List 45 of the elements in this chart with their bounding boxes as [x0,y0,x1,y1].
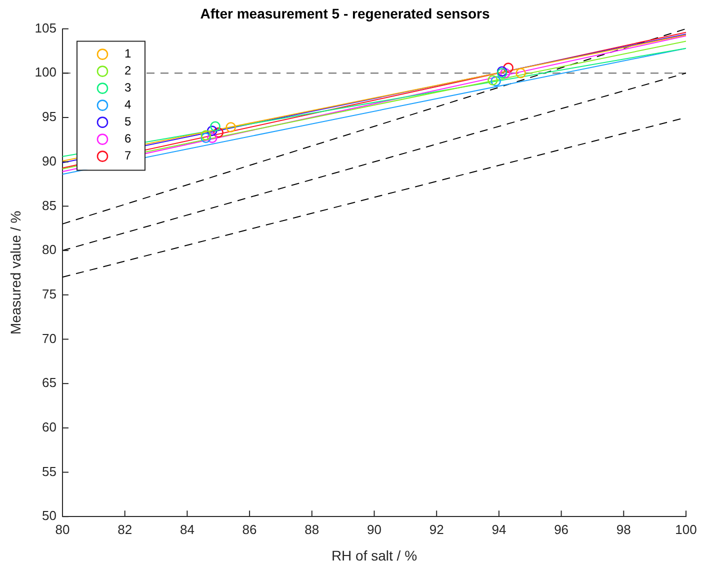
y-tick-label: 105 [34,20,56,36]
point [213,127,224,138]
legend-label: 4 [124,98,132,112]
point [206,126,218,136]
x-tick-label: 90 [367,522,382,537]
x-tick-label: 86 [242,522,257,537]
y-tick-label: 80 [42,242,56,258]
x-tick-label: 96 [554,522,569,537]
x-tick-label: 100 [675,522,697,537]
x-tick-label: 92 [429,522,444,537]
x-tick-label: 80 [55,522,70,537]
point [503,62,514,73]
y-tick-label: 100 [34,64,56,80]
legend-label: 1 [124,46,132,61]
legend-label: 7 [124,148,132,163]
y-tick-label: 50 [42,508,56,524]
point [210,121,220,132]
chart-title: After measurement 5 - regenerated sensors [200,5,490,22]
legend-label: 5 [124,114,132,129]
point [206,132,218,144]
point [200,132,212,144]
point [488,75,498,86]
y-tick-label: 60 [42,419,56,434]
y-tick-label: 75 [42,286,56,302]
point [200,130,212,140]
legend-label: 2 [124,64,132,78]
x-tick-label: 94 [492,522,506,537]
x-axis-title: RH of salt / % [331,547,418,564]
legend-label: 3 [124,80,132,95]
point [516,68,526,78]
point [500,68,510,78]
x-tick-label: 82 [118,522,132,537]
legend-label: 6 [124,132,132,146]
x-tick-label: 84 [180,522,194,537]
y-tick-label: 95 [42,109,56,124]
x-tick-label: 88 [304,522,320,537]
x-tick-label: 98 [616,522,631,537]
y-tick-label: 65 [42,375,56,390]
y-tick-label: 55 [42,464,56,479]
y-axis-title: Measured value / % [7,210,24,335]
y-tick-label: 85 [42,198,56,213]
y-tick-label: 70 [42,330,56,346]
point [490,76,501,86]
point [226,122,236,132]
y-tick-label: 90 [42,153,56,168]
